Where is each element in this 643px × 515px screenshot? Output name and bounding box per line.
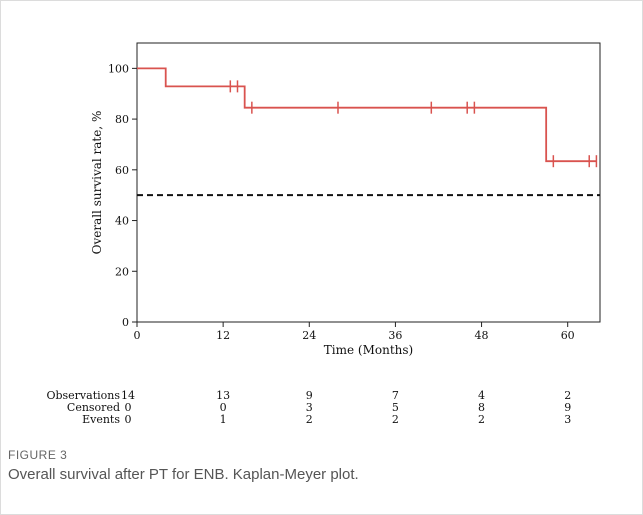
risk-value: 2 — [478, 413, 485, 426]
risk-value: 9 — [564, 401, 571, 414]
risk-value: 2 — [392, 413, 399, 426]
y-tick-label: 20 — [115, 265, 129, 278]
x-tick-label: 48 — [475, 329, 489, 342]
risk-value: 0 — [125, 401, 132, 414]
y-tick-label: 100 — [108, 62, 129, 75]
risk-value: 5 — [392, 401, 399, 414]
y-tick-label: 40 — [115, 215, 129, 228]
y-tick-label: 0 — [122, 316, 129, 329]
risk-value: 7 — [392, 389, 399, 402]
y-tick-label: 60 — [115, 164, 129, 177]
risk-value: 4 — [478, 389, 485, 402]
risk-row-label: Observations — [46, 389, 120, 402]
risk-value: 2 — [306, 413, 313, 426]
y-tick-label: 80 — [115, 113, 129, 126]
risk-value: 8 — [478, 401, 485, 414]
x-tick-label: 24 — [302, 329, 316, 342]
survival-curve — [137, 67, 597, 163]
risk-value: 3 — [306, 401, 313, 414]
plot-frame — [136, 42, 601, 323]
x-axis-label: Time (Months) — [324, 343, 413, 357]
x-tick-label: 60 — [561, 329, 575, 342]
risk-row-label: Censored — [67, 401, 120, 414]
y-axis-label: Overall survival rate, % — [90, 111, 104, 255]
figure-label: FIGURE 3 — [8, 448, 68, 462]
x-tick-label: 36 — [388, 329, 402, 342]
risk-value: 9 — [306, 389, 313, 402]
risk-value: 3 — [564, 413, 571, 426]
figure-caption: FIGURE 3 Overall survival after PT for E… — [8, 448, 628, 483]
risk-value: 1 — [220, 413, 227, 426]
risk-value: 14 — [121, 389, 135, 402]
x-tick-label: 0 — [134, 329, 141, 342]
risk-row-label: Events — [82, 413, 120, 426]
risk-value: 2 — [564, 389, 571, 402]
risk-value: 13 — [216, 389, 230, 402]
x-tick-label: 12 — [216, 329, 230, 342]
risk-value: 0 — [125, 413, 132, 426]
risk-value: 0 — [220, 401, 227, 414]
figure-caption-text: Overall survival after PT for ENB. Kapla… — [8, 466, 359, 483]
